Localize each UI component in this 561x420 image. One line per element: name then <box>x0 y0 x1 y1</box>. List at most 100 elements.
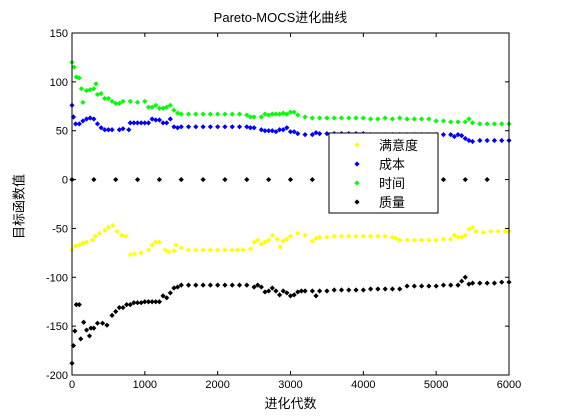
data-point <box>193 111 199 117</box>
data-point <box>462 119 468 125</box>
data-point <box>382 233 388 239</box>
data-point <box>266 112 272 118</box>
data-point <box>89 237 95 243</box>
data-point <box>102 227 108 233</box>
data-point <box>491 137 498 144</box>
data-point <box>83 88 90 94</box>
data-point <box>273 288 279 294</box>
data-point <box>287 109 294 115</box>
data-point <box>167 102 173 108</box>
data-point <box>284 290 290 296</box>
data-point <box>280 288 286 294</box>
data-point <box>411 116 417 122</box>
x-tick-label: 5000 <box>424 379 448 391</box>
data-point <box>102 95 108 102</box>
y-tick-label: -50 <box>52 223 68 235</box>
data-point <box>469 120 476 126</box>
data-point <box>173 242 179 248</box>
data-point <box>113 308 119 315</box>
data-point <box>266 288 272 294</box>
data-point <box>495 228 501 234</box>
data-point <box>132 251 138 257</box>
data-point <box>124 302 130 308</box>
data-point <box>251 114 257 120</box>
data-point <box>393 235 399 241</box>
data-point <box>258 284 264 290</box>
data-point <box>86 333 93 339</box>
data-point <box>149 104 155 110</box>
data-point <box>70 114 77 120</box>
data-point <box>175 284 181 290</box>
data-point <box>98 125 104 131</box>
data-point <box>389 116 396 122</box>
data-point <box>291 292 297 298</box>
data-point <box>70 343 77 349</box>
reference-dot <box>244 176 250 183</box>
data-point <box>284 125 290 131</box>
data-point <box>113 100 119 106</box>
data-point <box>200 111 206 117</box>
data-point <box>153 117 159 123</box>
data-point <box>167 116 173 122</box>
data-point <box>116 127 122 133</box>
data-point <box>185 111 192 117</box>
data-point <box>302 132 308 138</box>
data-point <box>389 234 396 240</box>
y-tick-label: 100 <box>50 77 68 89</box>
data-point <box>276 292 283 298</box>
data-point <box>142 120 148 126</box>
data-point <box>262 289 268 295</box>
data-point <box>93 81 99 87</box>
data-point <box>404 116 410 122</box>
data-point <box>280 110 286 116</box>
data-point <box>156 117 162 123</box>
data-point <box>178 111 184 117</box>
data-point <box>451 232 457 238</box>
data-point <box>274 236 280 242</box>
data-point <box>207 111 213 117</box>
y-tick-label: 0 <box>62 175 68 187</box>
data-point <box>448 132 454 138</box>
data-point <box>236 124 243 130</box>
data-point <box>280 238 286 244</box>
data-point <box>397 115 403 121</box>
data-point <box>207 247 213 253</box>
data-point <box>207 124 213 130</box>
data-point <box>287 293 294 299</box>
data-point <box>114 228 120 234</box>
data-point <box>459 234 465 240</box>
data-point <box>185 124 192 130</box>
reference-dot <box>178 176 184 183</box>
data-point <box>83 116 90 122</box>
data-point <box>105 127 112 133</box>
data-point <box>440 236 447 242</box>
data-point <box>97 230 103 236</box>
data-point <box>353 115 359 121</box>
data-point <box>76 121 82 127</box>
data-point <box>313 235 319 241</box>
data-point <box>123 233 129 239</box>
data-point <box>109 127 115 133</box>
data-point <box>491 280 498 286</box>
data-point <box>338 233 345 239</box>
data-point <box>171 285 177 291</box>
data-point <box>346 233 352 239</box>
data-point <box>156 105 162 111</box>
data-point <box>134 300 141 306</box>
reference-dot <box>440 176 447 183</box>
data-point <box>273 111 279 117</box>
data-point <box>116 100 122 106</box>
data-point <box>99 320 106 326</box>
data-point <box>269 111 275 117</box>
data-point <box>73 302 79 308</box>
data-point <box>302 232 308 238</box>
data-point <box>382 115 388 121</box>
data-point <box>440 282 447 288</box>
data-point <box>317 288 323 294</box>
data-point <box>127 120 133 126</box>
data-point <box>455 132 461 138</box>
data-point <box>156 299 162 305</box>
y-tick-label: -150 <box>46 321 68 333</box>
data-point <box>171 124 177 130</box>
